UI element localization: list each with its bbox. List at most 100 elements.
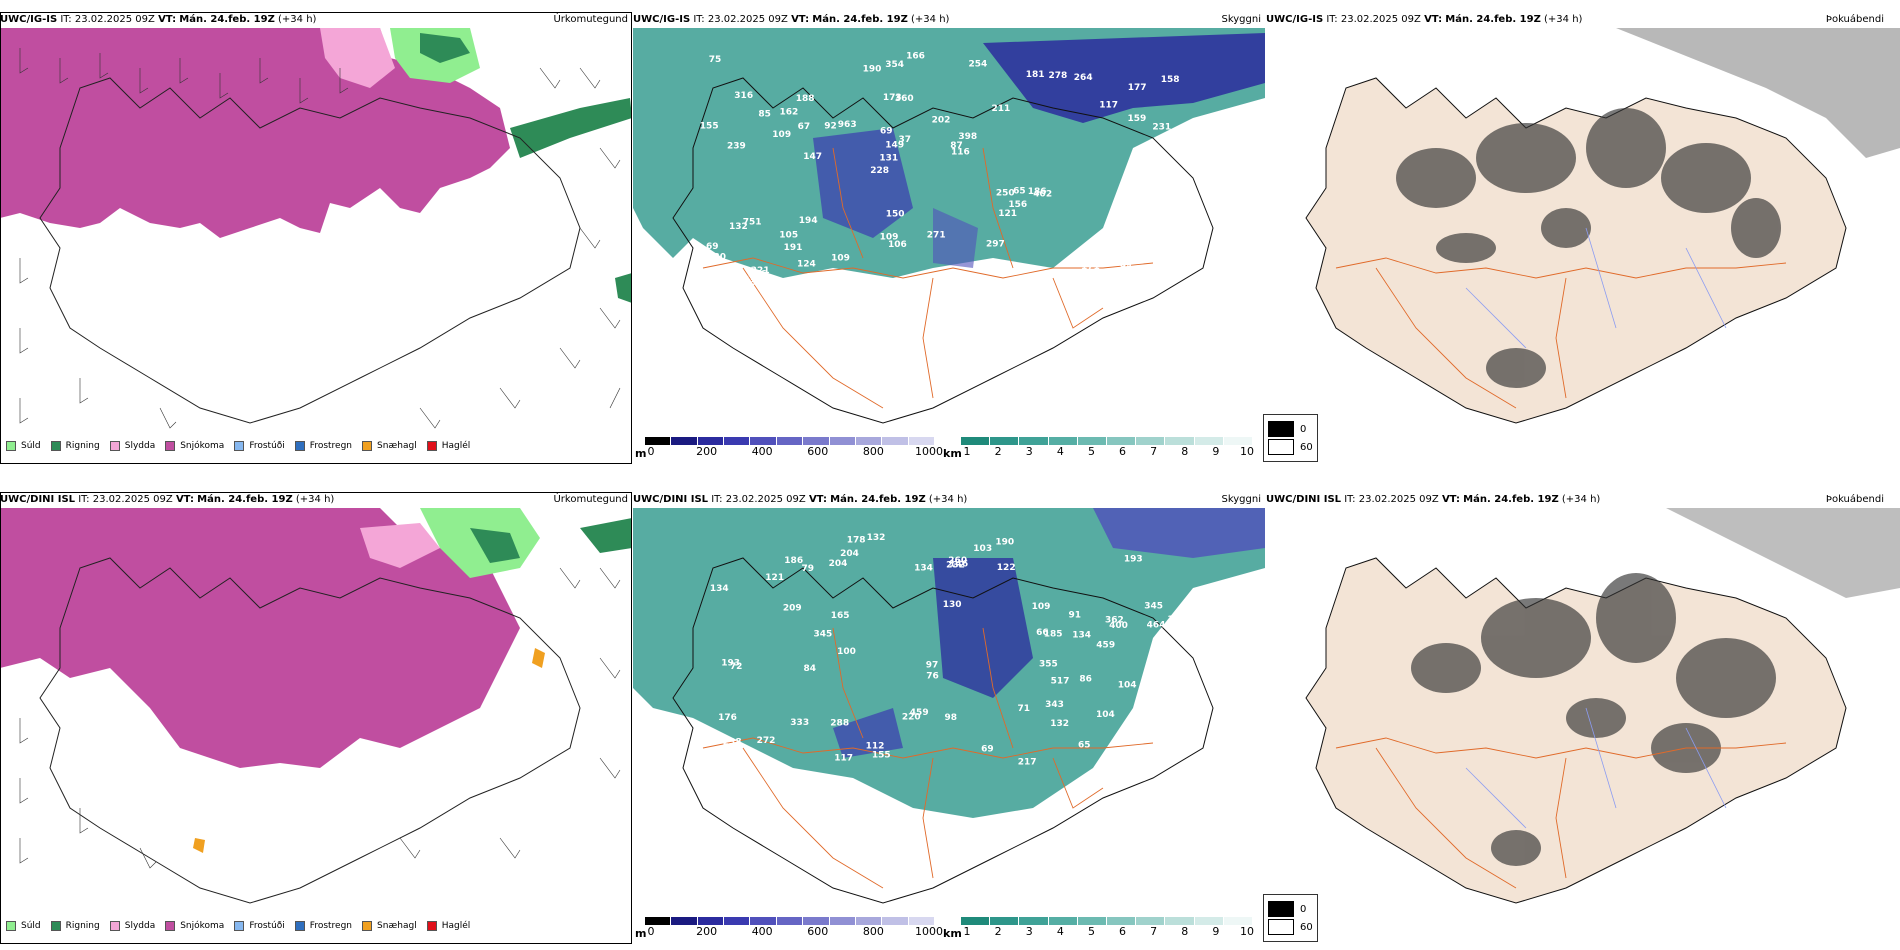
- fog-map: [1266, 28, 1900, 438]
- visibility-value-label: 204: [840, 549, 859, 559]
- visibility-value-label: 149: [885, 141, 904, 151]
- visibility-panel-row1: UWC/IG-IS IT: 23.02.2025 09Z VT: Mán. 24…: [633, 12, 1265, 464]
- fog-dark-areas: [1396, 108, 1781, 388]
- visibility-value-label: 398: [958, 132, 977, 142]
- visibility-value-label: 360: [895, 94, 914, 104]
- colorbar-tick: 1: [963, 925, 971, 938]
- colorbar-cell: [645, 437, 672, 445]
- visibility-value-label: 345: [814, 630, 833, 640]
- visibility-value-label: 232: [946, 561, 965, 571]
- visibility-value-label: 963: [838, 120, 857, 130]
- visibility-value-label: 163: [1126, 725, 1145, 735]
- colorbar-cell: [829, 917, 856, 925]
- visibility-value-label: 211: [992, 104, 1011, 114]
- vt-label: VT:: [158, 14, 177, 25]
- visibility-value-label: 345: [1144, 601, 1163, 611]
- visibility-value-label: 79: [802, 564, 815, 574]
- visibility-value-label: 185: [1044, 629, 1063, 639]
- colorbar-tick: 200: [696, 925, 718, 938]
- snow-area: [0, 28, 510, 238]
- precip-map: [0, 508, 632, 918]
- colorbar-tick: 9: [1212, 445, 1220, 458]
- colorbar-tick: 200: [696, 445, 718, 458]
- colorbar-cell: [724, 437, 751, 445]
- visibility-value-label: 400: [1109, 621, 1128, 631]
- colorbar-cell: [1019, 917, 1049, 925]
- visibility-value-label: 121: [765, 573, 784, 583]
- visibility-value-label: 67: [798, 122, 811, 132]
- visibility-value-label: 169: [1114, 237, 1133, 247]
- coastline: [39, 77, 581, 424]
- colorbar-tick: 7: [1150, 925, 1158, 938]
- visibility-value-label: 459: [910, 708, 929, 718]
- visibility-value-label: 69: [880, 126, 893, 136]
- legend-item: Súld: [6, 441, 41, 451]
- colorbar-tick: 400: [751, 445, 773, 458]
- colorbar-cell: [645, 917, 672, 925]
- legend-swatch: [6, 441, 16, 451]
- visibility-value-label: 402: [1033, 190, 1052, 200]
- visibility-value-label: 288: [830, 719, 849, 729]
- colorbar-cell: [671, 917, 698, 925]
- visibility-value-label: 91: [1069, 611, 1082, 621]
- colorbar-cell: [724, 917, 751, 925]
- visibility-value-label: 124: [797, 260, 816, 270]
- visibility-value-label: 186: [784, 556, 803, 566]
- legend-swatch: [109, 441, 120, 451]
- visibility-map: 94 239 177 228 211 221 173 202 751 963 230 191 360 39…: [633, 28, 1265, 438]
- fog-legend: 0 60: [1263, 894, 1318, 942]
- it-label: IT:: [60, 14, 72, 25]
- visibility-value-label: 250: [996, 188, 1015, 198]
- visibility-value-label: 209: [783, 603, 802, 613]
- colorbar-cell: [1019, 437, 1049, 445]
- colorbar-cell: [1194, 917, 1224, 925]
- visibility-value-label: 193: [1124, 555, 1143, 565]
- colorbar-cell: [990, 437, 1020, 445]
- colorbar-tick: 5: [1087, 445, 1095, 458]
- colorbar-tick: 5: [1087, 925, 1095, 938]
- colorbar-unit: km: [943, 447, 962, 460]
- fog-legend: 0 60: [1263, 414, 1318, 462]
- fog-panel-row1: UWC/IG-IS IT: 23.02.2025 09Z VT: Mán. 24…: [1263, 12, 1900, 464]
- visibility-value-label: 177: [1128, 83, 1147, 93]
- fog-panel-row2: UWC/DINI ISL IT: 23.02.2025 09Z VT: Mán.…: [1263, 492, 1900, 944]
- legend-swatch: [362, 441, 373, 451]
- visibility-value-label: 278: [1049, 71, 1068, 81]
- visibility-value-label: 169: [1139, 720, 1158, 730]
- visibility-value-label: 177: [935, 275, 954, 285]
- visibility-value-label: 260: [948, 556, 967, 566]
- visibility-value-label: 155: [872, 751, 891, 761]
- panel-header: UWC/DINI ISL IT: 23.02.2025 09Z VT: Mán.…: [1266, 492, 1900, 508]
- visibility-value-label: 132: [729, 222, 748, 232]
- visibility-map: 104 345 169 130 238 204 362 288 193 209 464 134 459 1…: [633, 508, 1265, 918]
- colorbar-tick: 4: [1056, 445, 1064, 458]
- legend-item: Snæhagl: [362, 441, 417, 451]
- legend-item: Slydda: [109, 441, 155, 451]
- vt-value: Mán. 24.feb. 19Z: [179, 14, 275, 25]
- colorbar-cell: [1048, 437, 1078, 445]
- colorbar-cell: [1048, 917, 1078, 925]
- visibility-value-label: 135: [1104, 750, 1123, 760]
- visibility-value-label: 98: [945, 713, 958, 723]
- colorbar-tick: 9: [1212, 925, 1220, 938]
- visibility-value-label: 111: [712, 267, 731, 277]
- fog-map: [1266, 508, 1900, 918]
- colorbar-tick: 2: [994, 445, 1002, 458]
- visibility-value-label: 752: [1172, 134, 1191, 144]
- visibility-value-label: 354: [885, 60, 904, 70]
- colorbar-cell: [1223, 437, 1253, 445]
- colorbar-tick: 8: [1181, 925, 1189, 938]
- colorbar-unit: m: [635, 447, 647, 460]
- rain-area: [420, 33, 470, 63]
- colorbar-tick: 600: [807, 925, 829, 938]
- colorbar-cell: [1194, 437, 1224, 445]
- colorbar-visibility: 1 2 3 4 5 6 7 8 9 10 km: [943, 437, 1265, 460]
- colorbar-cell: [1077, 917, 1107, 925]
- colorbar-cell: [803, 917, 830, 925]
- visibility-value-label: 117: [834, 754, 853, 764]
- visibility-value-label: 231: [1152, 122, 1171, 132]
- colorbar-cell: [855, 437, 883, 445]
- visibility-value-label: 109: [772, 130, 791, 140]
- colorbar-cell: [1223, 917, 1253, 925]
- legend-swatch: [234, 441, 245, 451]
